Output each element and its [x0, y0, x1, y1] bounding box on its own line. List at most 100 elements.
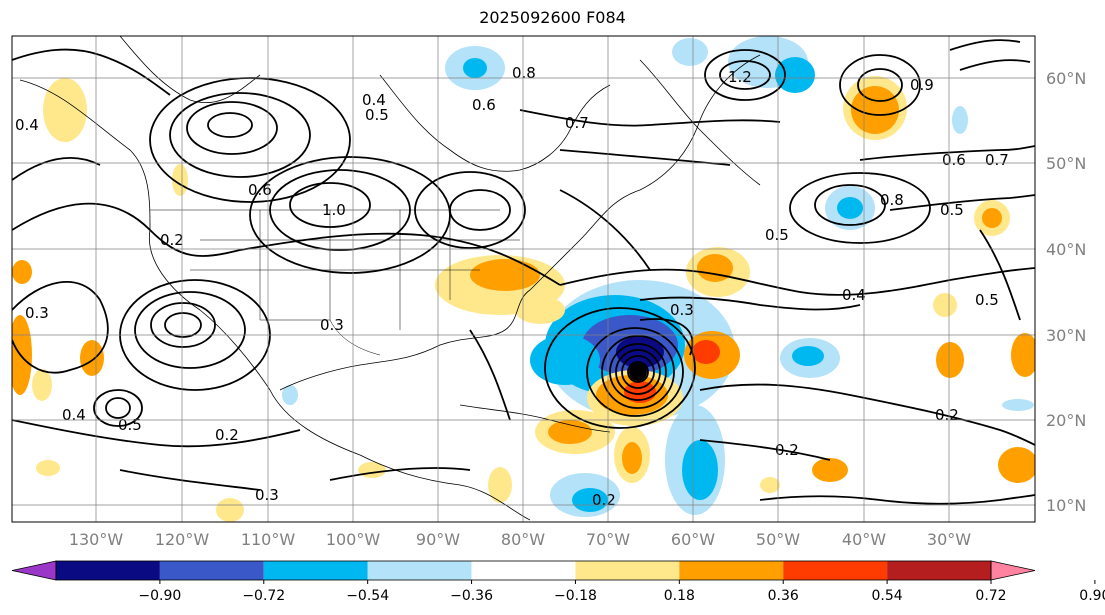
negative-anomaly-region [837, 197, 863, 219]
negative-anomaly-region [1002, 399, 1034, 411]
positive-anomaly-region [998, 447, 1035, 483]
positive-anomaly-region [697, 254, 733, 282]
colorbar-tick-label: −0.54 [346, 588, 389, 604]
colorbar-tick-label: 0.18 [664, 588, 695, 604]
colorbar-tick-label: −0.36 [450, 588, 493, 604]
negative-anomaly-region [282, 385, 298, 405]
contour-label: 0.5 [365, 106, 389, 124]
lon-label-40w: 40°W [842, 530, 886, 549]
contour-label: 0.7 [985, 151, 1009, 169]
lon-label-120w: 120°W [155, 530, 210, 549]
colorbar-segment [159, 561, 264, 580]
lat-label-60n: 60°N [1046, 69, 1086, 88]
contour-label: 0.3 [320, 316, 344, 334]
colorbar-extension-min [11, 560, 57, 581]
colorbar-segment [56, 561, 160, 580]
lat-label-50n: 50°N [1046, 154, 1086, 173]
contour-label: 0.2 [215, 426, 239, 444]
contour-label: 0.2 [592, 491, 616, 509]
negative-anomaly-region [572, 488, 608, 512]
positive-anomaly-region [172, 164, 188, 196]
colorbar-tick-label: −0.72 [242, 588, 285, 604]
contour-label: 0.2 [775, 441, 799, 459]
lon-label-70w: 70°W [586, 530, 630, 549]
positive-anomaly-region [548, 420, 592, 444]
positive-anomaly-region [692, 340, 720, 364]
positive-anomaly-region [358, 462, 386, 478]
coastlines [19, 36, 761, 521]
positive-anomaly-region [488, 467, 512, 503]
colorbar-tick-label: 0.54 [872, 588, 903, 604]
colorbar [11, 560, 1036, 581]
positive-anomaly-region [12, 260, 32, 284]
colorbar-extension-max [990, 560, 1036, 581]
lon-label-130w: 130°W [69, 530, 124, 549]
negative-anomaly-region [530, 335, 600, 385]
contour-label: 0.5 [118, 416, 142, 434]
contour-label: 0.8 [880, 191, 904, 209]
negative-anomaly-region [682, 440, 718, 500]
contour-label: 0.6 [942, 151, 966, 169]
negative-anomaly-region [463, 58, 487, 78]
positive-anomaly-region [812, 458, 848, 482]
contour-label: 0.3 [25, 304, 49, 322]
colorbar-tick-label: 0.72 [975, 588, 1006, 604]
lon-label-100w: 100°W [326, 530, 381, 549]
negative-anomaly-region [775, 57, 815, 93]
negative-anomaly-region [792, 346, 824, 366]
positive-anomaly-region [933, 293, 957, 317]
lon-label-60w: 60°W [671, 530, 715, 549]
colorbar-tick-label: −0.90 [138, 588, 181, 604]
colorbar-segment [575, 561, 680, 580]
longitude-axis: 130°W 120°W 110°W 100°W 90°W 80°W 70°W 6… [69, 530, 971, 549]
positive-anomaly-region [936, 342, 964, 378]
contour-label: 0.5 [765, 226, 789, 244]
contour-label-group: 0.8 0.7 0.6 0.5 0.4 0.3 0.2 1.0 1.2 0.9 … [15, 64, 1009, 509]
positive-anomaly-region [36, 460, 60, 476]
map-title: 2025092600 F084 [479, 8, 626, 27]
contour-label: 0.3 [255, 486, 279, 504]
colorbar-tick-label: 0.90 [1079, 588, 1105, 604]
positive-anomaly-region [760, 477, 780, 493]
colorbar-segment [679, 561, 784, 580]
contour-label: 0.3 [670, 301, 694, 319]
positive-anomaly-region [216, 498, 244, 522]
lat-label-30n: 30°N [1046, 326, 1086, 345]
lon-label-80w: 80°W [501, 530, 545, 549]
lat-label-40n: 40°N [1046, 240, 1086, 259]
lon-label-110w: 110°W [241, 530, 296, 549]
contour-label: 0.9 [910, 76, 934, 94]
contour-label: 0.4 [15, 116, 39, 134]
positive-anomaly-region [43, 78, 87, 142]
colorbar-segment [887, 561, 991, 580]
contour-label: 0.5 [975, 291, 999, 309]
colorbar-outline [55, 560, 992, 581]
positive-anomaly-region [982, 208, 1002, 228]
graticule [12, 36, 1035, 522]
contour-label: 0.4 [842, 286, 866, 304]
colorbar-labels: −0.90 −0.72 −0.54 −0.36 −0.18 0.18 0.36 0.54 0.7… [138, 580, 1105, 604]
positive-anomaly-region [622, 442, 642, 474]
colorbar-tick-label: −0.18 [554, 588, 597, 604]
contour-label: 0.6 [472, 96, 496, 114]
colorbar-segment [367, 561, 472, 580]
lat-label-20n: 20°N [1046, 411, 1086, 430]
contour-label: 1.0 [322, 201, 346, 219]
contour-label: 0.7 [565, 114, 589, 132]
lon-label-30w: 30°W [927, 530, 971, 549]
contour-label: 0.4 [362, 91, 386, 109]
colorbar-segment [783, 561, 888, 580]
contour-label: 0.8 [512, 64, 536, 82]
contour-label: 1.2 [728, 68, 752, 86]
lon-label-50w: 50°W [756, 530, 800, 549]
contour-label: 0.2 [160, 231, 184, 249]
negative-anomaly-region [952, 106, 968, 134]
latitude-axis: 60°N 50°N 40°N 30°N 20°N 10°N [1046, 69, 1086, 515]
lon-label-90w: 90°W [416, 530, 460, 549]
colorbar-segment [471, 561, 576, 580]
negative-anomaly-region [672, 38, 708, 66]
contour-label: 0.6 [248, 181, 272, 199]
positive-anomaly-region [470, 259, 540, 291]
positive-anomaly-region [1011, 333, 1035, 377]
